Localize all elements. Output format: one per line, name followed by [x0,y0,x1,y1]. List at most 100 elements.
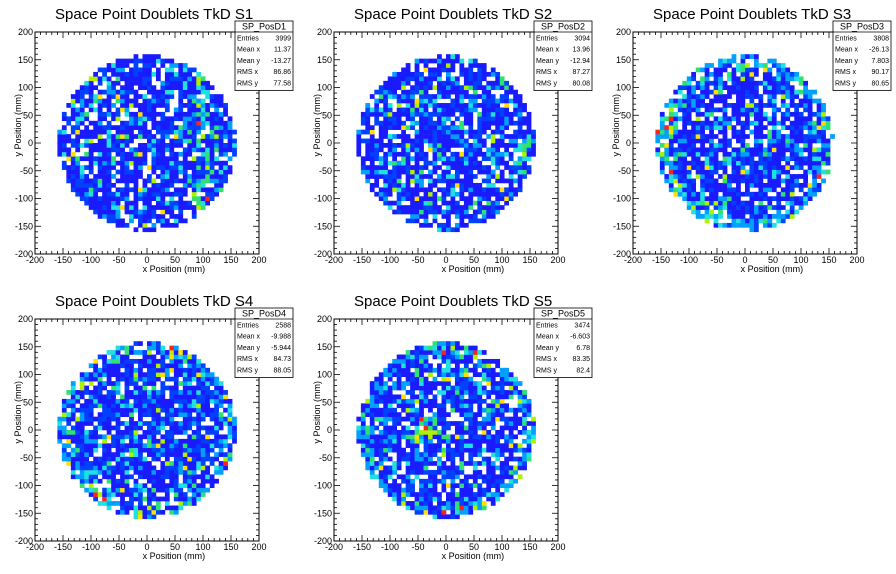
heatmap-bin [160,143,166,148]
heatmap-bin [88,412,94,417]
heatmap-bin [428,209,433,215]
heatmap-bin [740,147,746,153]
heatmap-bin [776,80,782,86]
x-tick-label: 100 [494,255,509,265]
heatmap-bin [405,103,411,108]
heatmap-bin [151,483,157,489]
heatmap-bin [84,385,90,391]
heatmap-bin [459,196,465,202]
heatmap-bin [142,514,148,520]
heatmap-bin [450,80,456,86]
heatmap-bin [771,58,777,64]
heatmap-bin [209,438,215,444]
heatmap-bin [785,182,791,188]
heatmap-bin [106,147,112,153]
heatmap-bin [459,71,465,77]
heatmap-bin [740,205,746,210]
heatmap-bin [102,98,107,104]
heatmap-bin [722,222,728,228]
heatmap-bin [753,111,759,117]
heatmap-bin [722,63,728,68]
y-tick-label: 0 [28,138,33,148]
heatmap-bin [151,345,157,351]
heatmap-bin [677,129,683,135]
heatmap-bin [508,196,514,202]
heatmap-bin [169,452,175,457]
heatmap-bin [79,120,85,126]
heatmap-bin [147,447,152,453]
heatmap-bin [659,129,665,135]
heatmap-bin [115,169,121,175]
heatmap-bin [196,71,202,77]
heatmap-bin [209,178,215,184]
heatmap-bin [459,187,465,193]
heatmap-bin [691,143,697,148]
heatmap-bin [472,200,478,206]
heatmap-bin [753,151,759,157]
heatmap-bin [459,182,465,188]
heatmap-bin [79,438,85,444]
heatmap-bin [115,416,121,422]
heatmap-bin [124,120,130,126]
heatmap-bin [749,98,755,104]
heatmap-bin [133,63,139,68]
heatmap-bin [66,134,72,139]
histogram-panel-1: Space Point Doublets TkD S1-200 -150 -100-… [13,6,294,274]
heatmap-bin [88,430,94,435]
heatmap-bin [164,363,170,369]
heatmap-bin [423,63,429,68]
heatmap-bin [84,398,90,404]
heatmap-bin [695,160,701,166]
heatmap-bin [178,461,184,466]
heatmap-bin [142,487,148,493]
heatmap-bin [369,412,375,417]
heatmap-bin [200,111,206,117]
heatmap-bin [205,385,211,391]
heatmap-bin [441,67,447,73]
heatmap-bin [378,89,384,95]
heatmap-bin [61,443,67,449]
heatmap-bin [142,465,148,471]
heatmap-bin [459,89,465,95]
heatmap-bin [374,89,380,95]
heatmap-bin [745,103,750,108]
heatmap-bin [160,469,166,475]
heatmap-bin [164,165,170,170]
heatmap-bin [481,76,487,82]
heatmap-bin [798,160,804,166]
heatmap-bin [93,200,99,206]
heatmap-bin [209,461,215,466]
heatmap-bin [767,134,773,139]
heatmap-bin [405,134,411,139]
heatmap-bin [196,80,202,86]
heatmap-bin [419,205,424,210]
heatmap-bin [106,80,112,86]
heatmap-bin [61,111,67,117]
heatmap-bin [84,151,90,157]
heatmap-bin [392,71,398,77]
heatmap-bin [387,80,393,86]
heatmap-bin [780,111,786,117]
heatmap-bin [205,465,211,471]
heatmap-bin [454,85,460,91]
heatmap-bin [173,134,179,139]
heatmap-bin [396,205,402,210]
heatmap-bin [115,367,121,373]
heatmap-bin [160,182,166,188]
heatmap-bin [93,456,99,462]
heatmap-bin [423,67,429,73]
heatmap-bin [771,103,777,108]
heatmap-bin [173,452,179,457]
heatmap-bin [776,89,782,95]
heatmap-bin [446,200,451,206]
heatmap-bin [182,76,188,82]
heatmap-bin [495,80,501,86]
heatmap-bin [155,54,161,59]
heatmap-bin [446,76,451,82]
heatmap-bin [169,438,175,444]
heatmap-bin [441,63,447,68]
heatmap-bin [490,143,496,148]
stats-value: 84.73 [273,356,291,363]
heatmap-bin [151,341,157,346]
heatmap-bin [758,182,764,188]
